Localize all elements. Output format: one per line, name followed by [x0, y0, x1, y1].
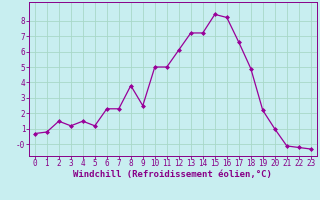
X-axis label: Windchill (Refroidissement éolien,°C): Windchill (Refroidissement éolien,°C): [73, 170, 272, 179]
